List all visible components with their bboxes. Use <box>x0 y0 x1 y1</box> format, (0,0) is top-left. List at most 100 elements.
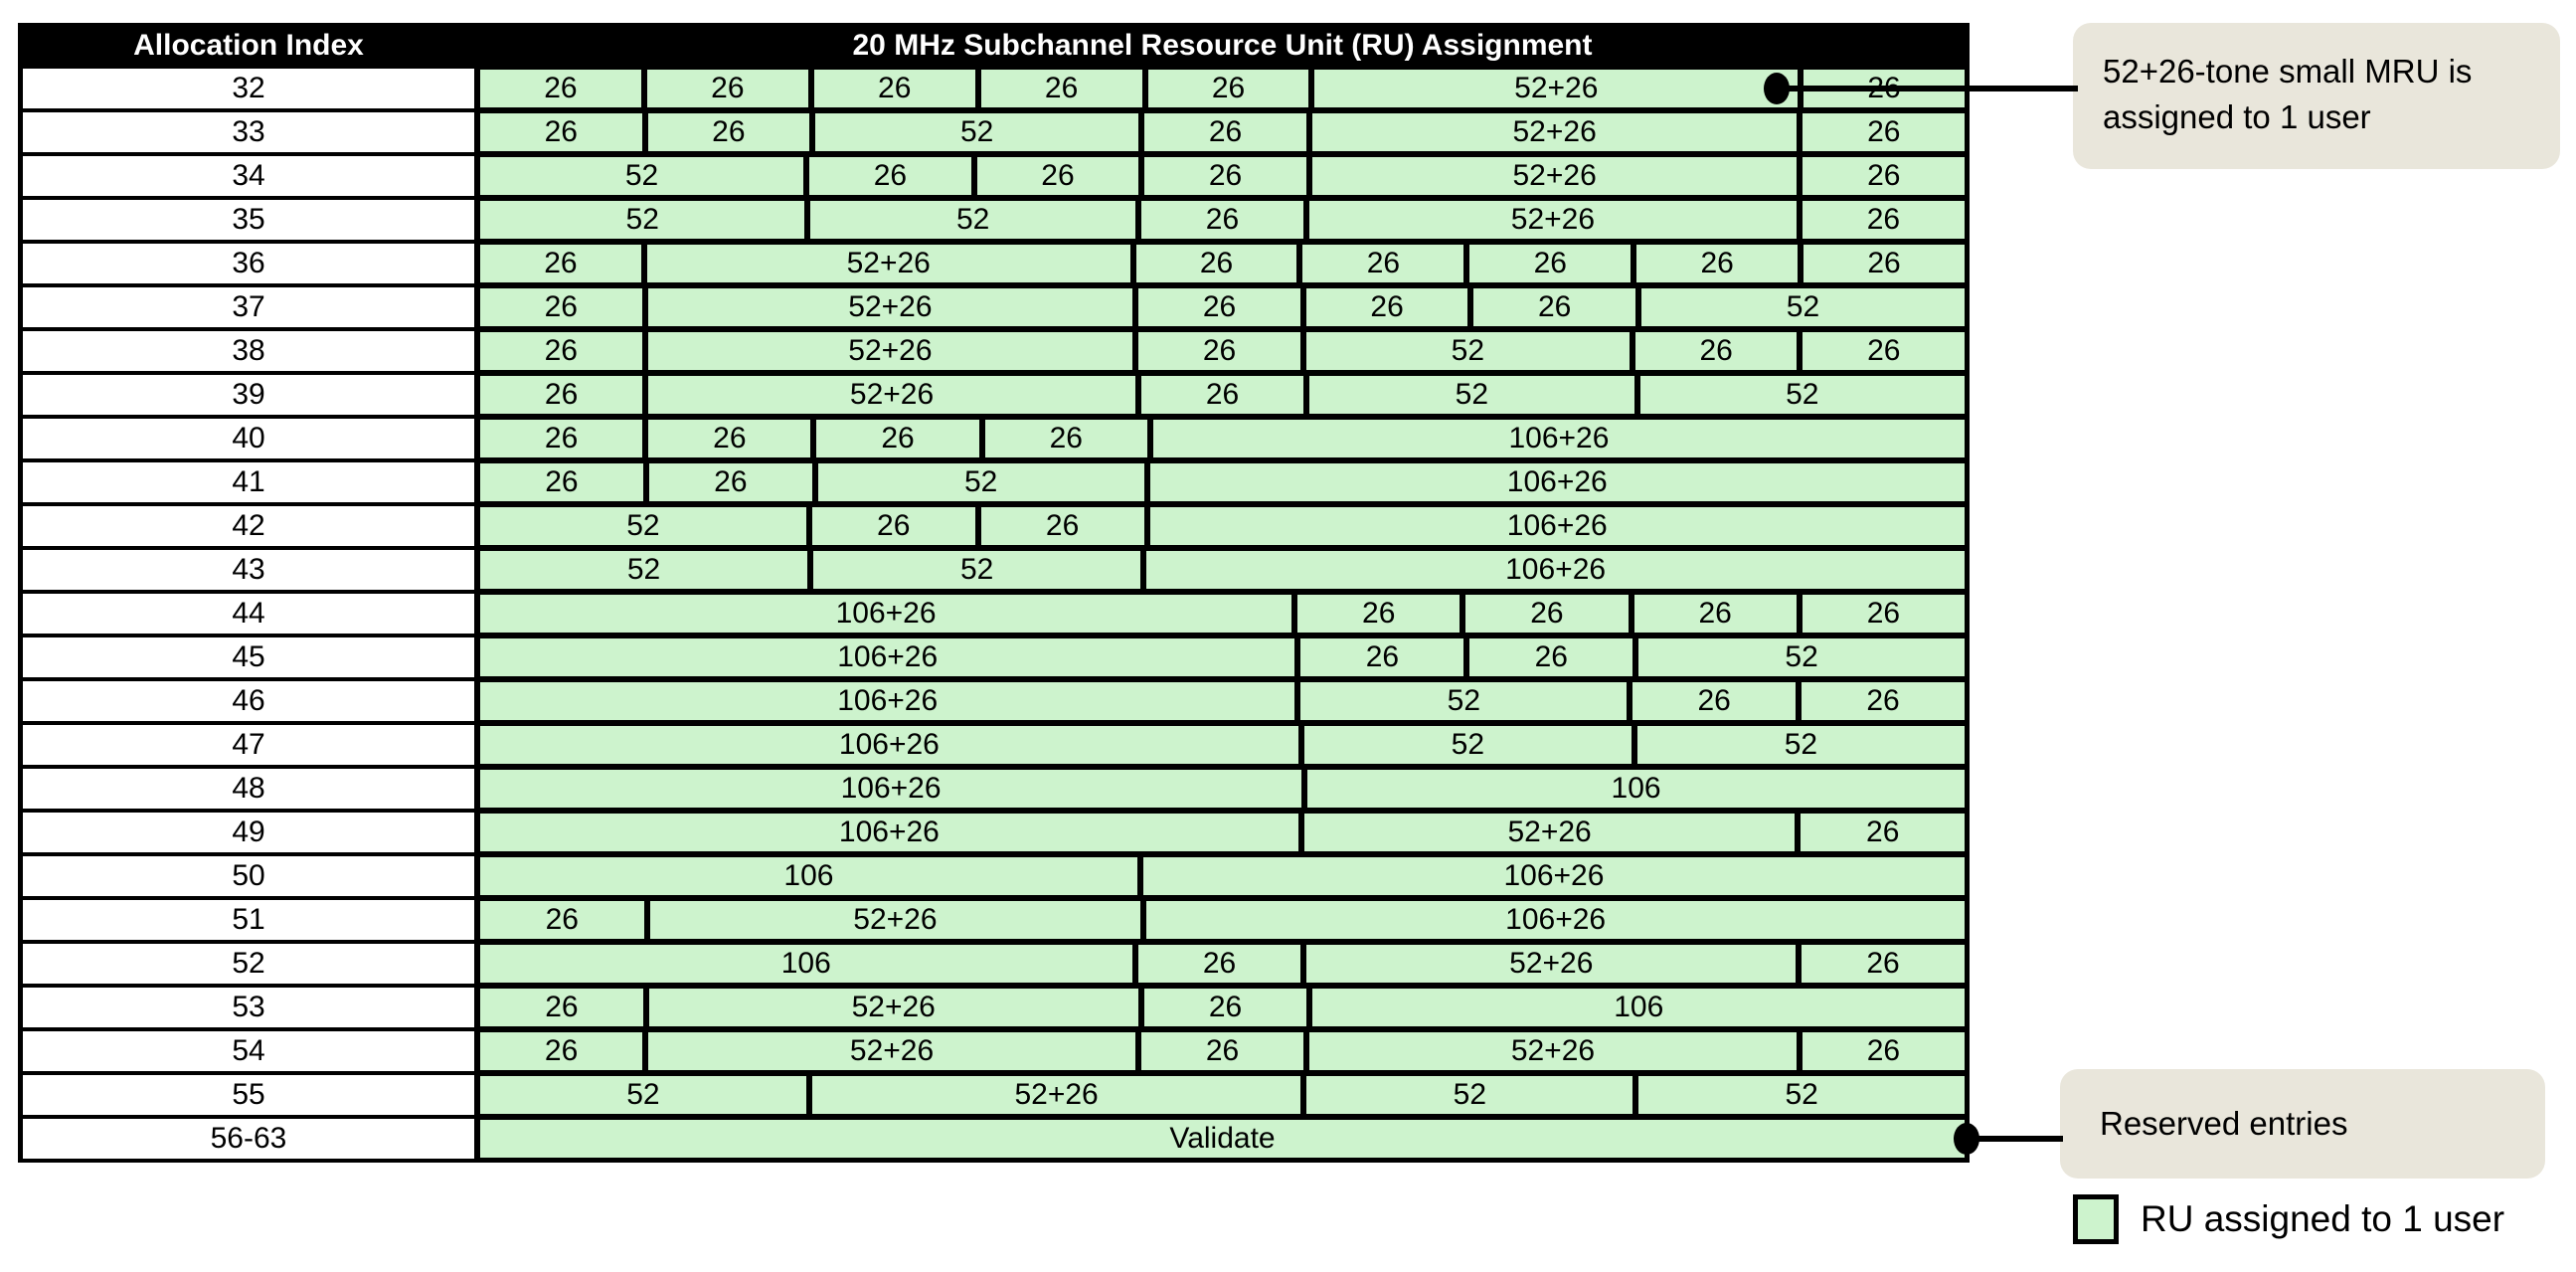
reserved-callout: Reserved entries <box>2060 1069 2545 1179</box>
ru-cell: 26 <box>977 67 1145 110</box>
index-cell: 33 <box>20 110 477 154</box>
ru-cell: 106+26 <box>477 811 1301 854</box>
ru-cell: 26 <box>813 417 982 460</box>
table-row: 47 106+26 52 52 <box>20 723 1968 767</box>
ru-cell: 26 <box>1137 373 1307 417</box>
ru-cell: 26 <box>644 110 813 154</box>
table-row: 50 106 106+26 <box>20 854 1968 898</box>
ru-cell: 106 <box>1304 767 1968 811</box>
table-row: 52 106 26 52+26 26 <box>20 942 1969 986</box>
ru-cell: 26 <box>1302 285 1471 329</box>
allocation-index-header: Allocation Index <box>20 25 477 67</box>
ru-cell: 52 <box>810 548 1144 592</box>
ru-cell: 26 <box>1137 198 1307 242</box>
ru-cell: 106 <box>477 854 1140 898</box>
ru-cell: 26 <box>981 417 1150 460</box>
ru-cell: 26 <box>477 986 646 1029</box>
index-cell: 51 <box>20 898 477 942</box>
ru-cell: 106+26 <box>1139 854 1968 898</box>
ru-cell: 26 <box>1141 110 1309 154</box>
ru-cell: 52 <box>477 198 808 242</box>
index-cell: 43 <box>20 548 477 592</box>
ru-cell: 106+26 <box>1143 898 1969 942</box>
table-row: 43 52 52 106+26 <box>20 548 1968 592</box>
table-row: 49 106+26 52+26 26 <box>20 811 1969 854</box>
reserved-leader-line <box>1974 1136 2063 1142</box>
index-cell: 42 <box>20 504 477 548</box>
ru-cell: 26 <box>1140 986 1310 1029</box>
ru-cell: 52 <box>812 110 1142 154</box>
allocation-table: Allocation Index 20 MHz Subchannel Resou… <box>18 23 1979 1163</box>
index-cell: 39 <box>20 373 477 417</box>
ru-cell: 106+26 <box>477 592 1295 636</box>
ru-cell: 26 <box>1137 1029 1307 1073</box>
table-row: 45 106+26 26 26 52 <box>20 636 1968 679</box>
table-row: 53 26 52+26 26 106 <box>20 986 1969 1029</box>
ru-cell: 52 <box>1635 1073 1969 1117</box>
table-row: 44 106+26 26 26 26 26 <box>20 592 1968 636</box>
index-cell: 34 <box>20 154 477 198</box>
ru-cell: 52+26 <box>644 329 1136 373</box>
ru-cell: 52+26 <box>645 373 1138 417</box>
ru-cell: 26 <box>645 417 814 460</box>
ru-cell: 26 <box>1800 329 1969 373</box>
ru-cell: 26 <box>977 504 1147 548</box>
ru-cell: 52 <box>1302 329 1632 373</box>
index-cell: 54 <box>20 1029 477 1073</box>
index-cell: 55 <box>20 1073 477 1117</box>
legend: RU assigned to 1 user <box>2073 1191 2504 1247</box>
reserved-dot <box>1954 1123 1979 1155</box>
ru-cell: 26 <box>1135 285 1303 329</box>
ru-cell: 52 <box>477 504 809 548</box>
ru-cell: 52+26 <box>1308 110 1801 154</box>
index-cell: 56-63 <box>20 1117 477 1161</box>
ru-cell: 26 <box>1631 329 1801 373</box>
ru-cell: 52+26 <box>646 898 1144 942</box>
ru-cell: 52+26 <box>1306 1029 1800 1073</box>
index-cell: 50 <box>20 854 477 898</box>
legend-swatch <box>2073 1194 2119 1244</box>
ru-cell: 26 <box>1630 679 1800 723</box>
table-row: 36 26 52+26 26 26 26 26 26 <box>20 242 1969 285</box>
ru-cell: 52+26 <box>1311 67 1802 110</box>
index-cell: 32 <box>20 67 477 110</box>
ru-cell: 106+26 <box>1146 460 1968 504</box>
ru-cell: 26 <box>645 460 815 504</box>
ru-cell: 26 <box>477 373 646 417</box>
index-cell: 49 <box>20 811 477 854</box>
ru-assignment-header: 20 MHz Subchannel Resource Unit (RU) Ass… <box>477 25 1968 67</box>
ru-cell: 52+26 <box>1303 942 1800 986</box>
ru-cell: 26 <box>477 110 645 154</box>
ru-cell: 26 <box>808 504 978 548</box>
ru-cell: 106+26 <box>1149 417 1968 460</box>
ru-cell: 26 <box>1144 67 1312 110</box>
ru-cell: 52 <box>807 198 1138 242</box>
ru-cell: 26 <box>1141 154 1309 198</box>
table-header-row: Allocation Index 20 MHz Subchannel Resou… <box>20 25 1968 67</box>
ru-cell: 52+26 <box>645 1029 1138 1073</box>
table-row: 51 26 52+26 106+26 <box>20 898 1969 942</box>
ru-cell: 26 <box>1800 110 1969 154</box>
ru-cell: 26 <box>1132 242 1300 285</box>
reserved-callout-label: Reserved entries <box>2100 1105 2348 1143</box>
ru-cell: 52 <box>1636 373 1968 417</box>
table-row: 39 26 52+26 26 52 52 <box>20 373 1968 417</box>
ru-cell: 26 <box>477 285 645 329</box>
ru-cell: 26 <box>1799 679 1968 723</box>
table-row: 41 26 26 52 106+26 <box>20 460 1968 504</box>
ru-cell: 26 <box>1135 329 1303 373</box>
ru-cell: 52+26 <box>644 285 1136 329</box>
ru-cell: 52 <box>477 548 811 592</box>
ru-cell: 26 <box>1799 592 1968 636</box>
ru-cell: 26 <box>477 67 644 110</box>
ru-cell: 52+26 <box>808 1073 1304 1117</box>
index-cell: 47 <box>20 723 477 767</box>
index-cell: 38 <box>20 329 477 373</box>
ru-cell: 26 <box>477 460 646 504</box>
ru-cell: 26 <box>477 417 646 460</box>
ru-cell: 52+26 <box>645 986 1141 1029</box>
ru-cell: 26 <box>477 242 644 285</box>
mru-dot <box>1764 73 1791 104</box>
ru-cell: 26 <box>477 898 647 942</box>
